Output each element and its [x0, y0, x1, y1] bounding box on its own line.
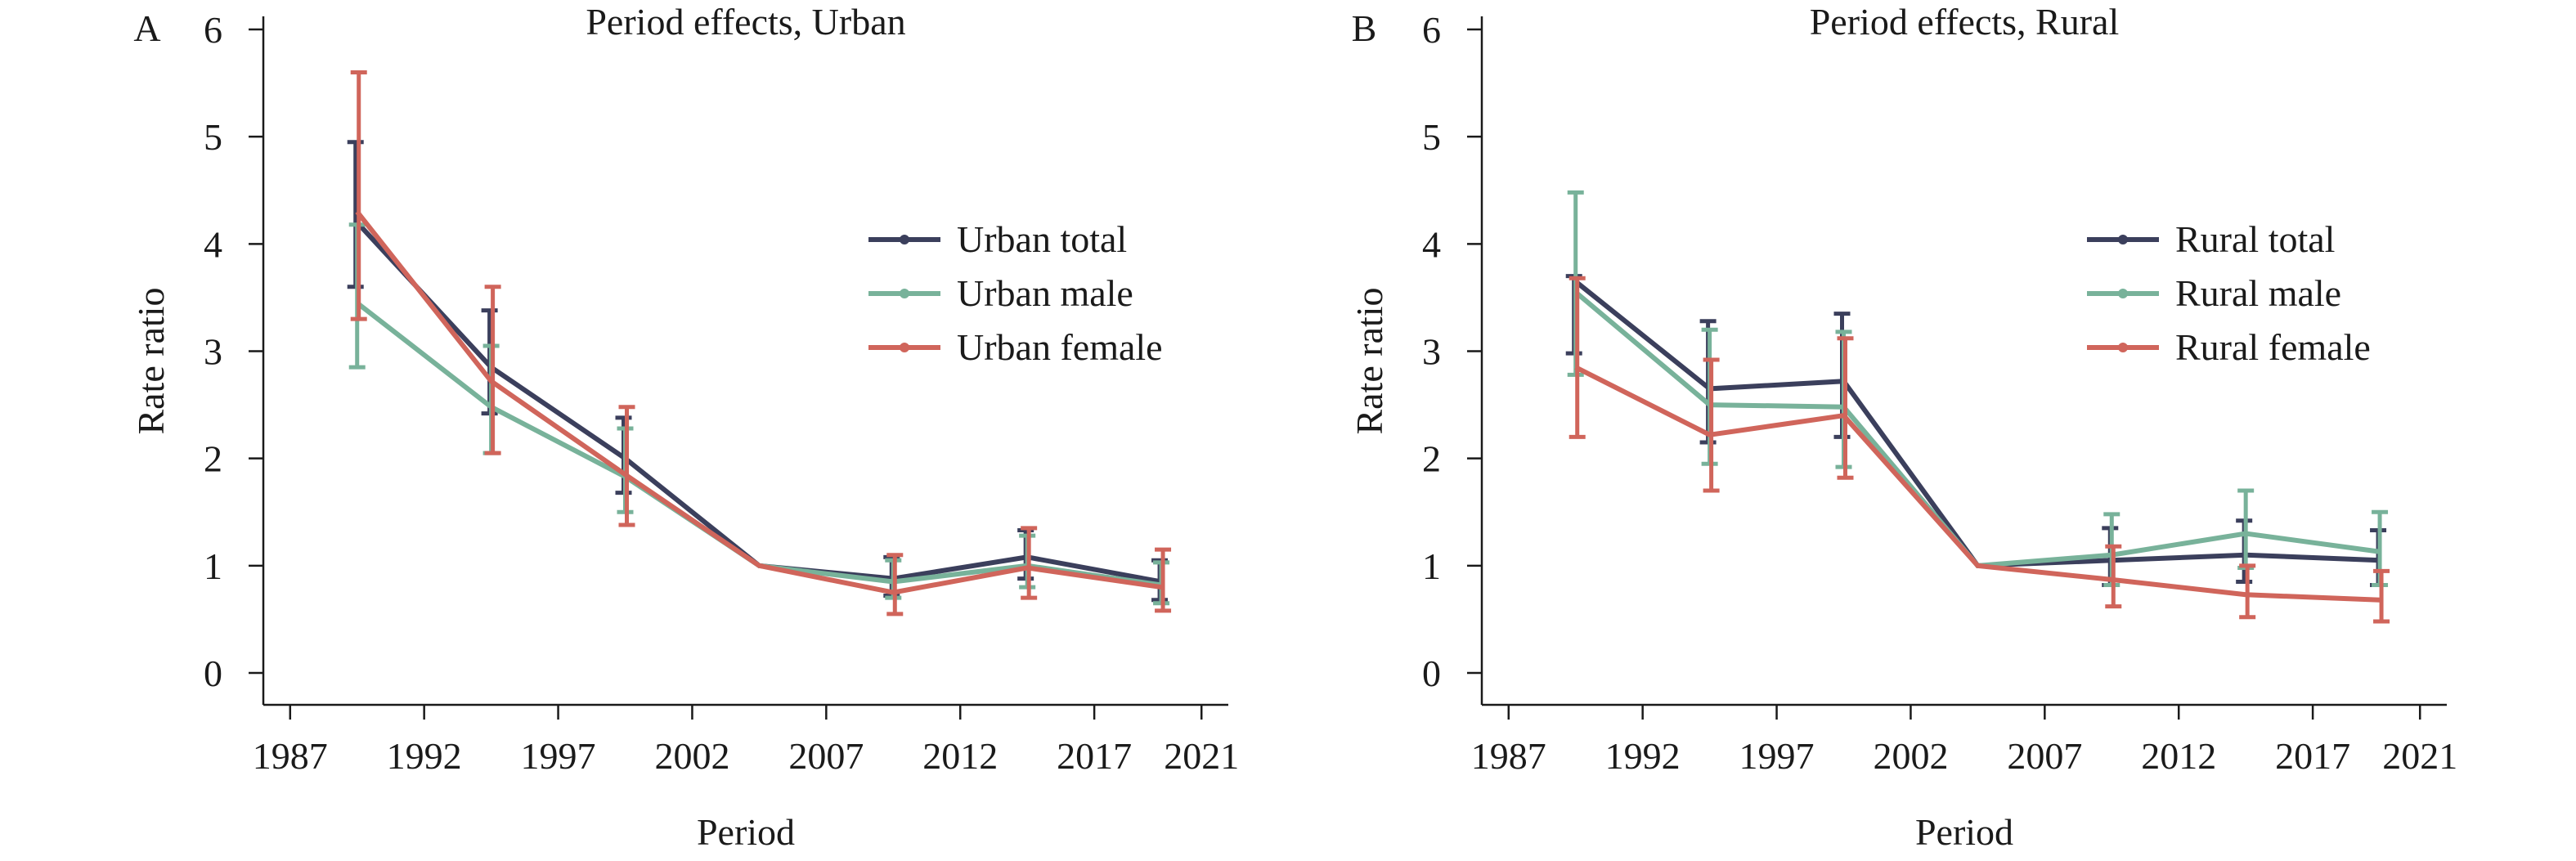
- series-line: [1574, 365, 2381, 603]
- y-tick-label: 0: [204, 652, 222, 694]
- y-tick-label: 6: [1422, 9, 1441, 51]
- x-tick-label: 2002: [1873, 735, 1948, 777]
- legend-label: Urban total: [957, 218, 1127, 260]
- x-tick-label: 1997: [521, 735, 596, 777]
- y-axis-label: Rate ratio: [130, 287, 172, 434]
- legend: Urban total Urban male Urban female: [868, 218, 1163, 368]
- x-tick-label: 2021: [2382, 735, 2457, 777]
- y-tick-label: 3: [204, 331, 222, 373]
- x-tick-label: 2007: [788, 735, 864, 777]
- x-tick-label: 2012: [2141, 735, 2216, 777]
- x-tick-label: 1987: [1471, 735, 1546, 777]
- series-line: [1573, 279, 2381, 568]
- legend-marker: [900, 343, 909, 352]
- x-tick-label: 1987: [253, 735, 328, 777]
- y-tick-label: 0: [1422, 652, 1441, 694]
- panel-letter: A: [133, 7, 160, 49]
- x-tick-label: 1997: [1739, 735, 1815, 777]
- legend-marker: [900, 289, 909, 298]
- legend-item: Urban total: [868, 218, 1127, 260]
- legend-label: Rural male: [2175, 272, 2341, 314]
- chart-title: Period effects, Urban: [586, 1, 905, 43]
- x-tick-label: 2017: [1057, 735, 1132, 777]
- legend-label: Urban female: [957, 326, 1163, 368]
- legend-item: Rural total: [2087, 218, 2335, 260]
- y-axis-label: Rate ratio: [1349, 287, 1390, 434]
- y-tick-label: 4: [204, 223, 222, 265]
- x-tick-label: 1992: [1605, 735, 1681, 777]
- series-total: [1565, 274, 2387, 587]
- legend-marker: [2118, 289, 2128, 298]
- legend-marker: [2118, 343, 2128, 352]
- legend-label: Urban male: [957, 272, 1133, 314]
- x-tick-label: 2002: [654, 735, 729, 777]
- series-female: [350, 70, 1172, 617]
- x-tick-label: 1992: [387, 735, 462, 777]
- x-axis-label: Period: [697, 811, 795, 853]
- y-tick-label: 5: [204, 116, 222, 158]
- panel-letter: B: [1352, 7, 1377, 49]
- series-line: [355, 210, 1162, 595]
- legend-label: Rural total: [2175, 218, 2335, 260]
- chart-title: Period effects, Rural: [1810, 1, 2120, 43]
- y-tick-label: 4: [1422, 223, 1441, 265]
- series-female: [1568, 276, 2390, 624]
- legend-marker: [900, 235, 909, 244]
- y-tick-label: 5: [1422, 116, 1441, 158]
- legend: Rural total Rural male Rural female: [2087, 218, 2371, 368]
- x-tick-label: 2012: [922, 735, 998, 777]
- legend-marker: [2118, 235, 2128, 244]
- x-axis-label: Period: [1915, 811, 2013, 853]
- y-tick-label: 1: [1422, 545, 1441, 587]
- y-tick-label: 2: [1422, 438, 1441, 480]
- chart-panel-a: A Period effects, Urban 0 1 2 3 4 5 6 1987 1992 199…: [130, 1, 1239, 853]
- legend-label: Rural female: [2175, 326, 2371, 368]
- legend-item: Urban male: [868, 272, 1133, 314]
- legend-item: Rural male: [2087, 272, 2341, 314]
- x-tick-label: 2007: [2007, 735, 2082, 777]
- x-tick-label: 2021: [1164, 735, 1239, 777]
- legend-item: Rural female: [2087, 326, 2371, 368]
- x-tick-label: 2017: [2275, 735, 2350, 777]
- y-tick-label: 3: [1422, 331, 1441, 373]
- y-tick-label: 1: [204, 545, 222, 587]
- y-tick-label: 6: [204, 9, 222, 51]
- series-total: [347, 140, 1169, 603]
- y-tick-label: 2: [204, 438, 222, 480]
- chart-panel-b: B Period effects, Rural 0 1 2 3 4 5 6 1987 1992 199…: [1349, 1, 2457, 853]
- legend-item: Urban female: [868, 326, 1163, 368]
